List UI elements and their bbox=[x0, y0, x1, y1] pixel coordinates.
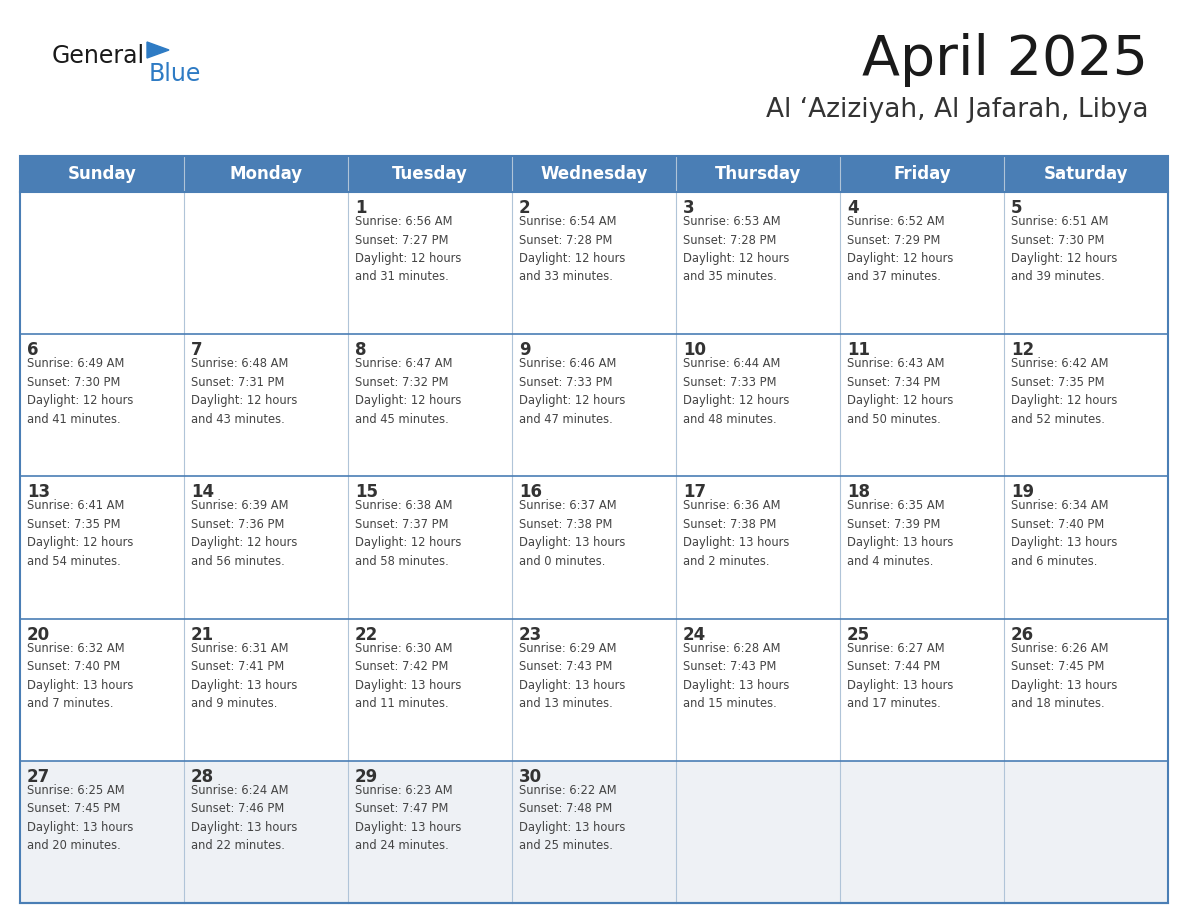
Text: Sunrise: 6:32 AM
Sunset: 7:40 PM
Daylight: 13 hours
and 7 minutes.: Sunrise: 6:32 AM Sunset: 7:40 PM Dayligh… bbox=[27, 642, 133, 711]
Text: 11: 11 bbox=[847, 341, 870, 359]
Text: Sunrise: 6:52 AM
Sunset: 7:29 PM
Daylight: 12 hours
and 37 minutes.: Sunrise: 6:52 AM Sunset: 7:29 PM Dayligh… bbox=[847, 215, 954, 284]
Text: April 2025: April 2025 bbox=[862, 33, 1148, 87]
Text: 8: 8 bbox=[355, 341, 367, 359]
Text: 22: 22 bbox=[355, 625, 378, 644]
Text: 1: 1 bbox=[355, 199, 367, 217]
Text: Tuesday: Tuesday bbox=[392, 165, 468, 183]
Bar bbox=[20, 334, 1168, 476]
Text: Sunrise: 6:43 AM
Sunset: 7:34 PM
Daylight: 12 hours
and 50 minutes.: Sunrise: 6:43 AM Sunset: 7:34 PM Dayligh… bbox=[847, 357, 954, 426]
Bar bbox=[20, 192, 1168, 334]
Text: 24: 24 bbox=[683, 625, 706, 644]
Text: Wednesday: Wednesday bbox=[541, 165, 647, 183]
Text: 2: 2 bbox=[519, 199, 531, 217]
Text: 5: 5 bbox=[1011, 199, 1023, 217]
Text: 23: 23 bbox=[519, 625, 542, 644]
Text: Sunrise: 6:35 AM
Sunset: 7:39 PM
Daylight: 13 hours
and 4 minutes.: Sunrise: 6:35 AM Sunset: 7:39 PM Dayligh… bbox=[847, 499, 954, 568]
Text: Blue: Blue bbox=[148, 62, 202, 86]
Text: 19: 19 bbox=[1011, 484, 1034, 501]
Text: 26: 26 bbox=[1011, 625, 1034, 644]
Bar bbox=[20, 156, 1168, 192]
Text: Al ‘Aziziyah, Al Jafarah, Libya: Al ‘Aziziyah, Al Jafarah, Libya bbox=[765, 97, 1148, 123]
Text: Sunrise: 6:37 AM
Sunset: 7:38 PM
Daylight: 13 hours
and 0 minutes.: Sunrise: 6:37 AM Sunset: 7:38 PM Dayligh… bbox=[519, 499, 625, 568]
Bar bbox=[20, 156, 1168, 903]
Text: 30: 30 bbox=[519, 767, 542, 786]
Text: Sunrise: 6:54 AM
Sunset: 7:28 PM
Daylight: 12 hours
and 33 minutes.: Sunrise: 6:54 AM Sunset: 7:28 PM Dayligh… bbox=[519, 215, 625, 284]
Text: 29: 29 bbox=[355, 767, 378, 786]
Text: Sunrise: 6:48 AM
Sunset: 7:31 PM
Daylight: 12 hours
and 43 minutes.: Sunrise: 6:48 AM Sunset: 7:31 PM Dayligh… bbox=[191, 357, 297, 426]
Text: General: General bbox=[52, 44, 145, 68]
Bar bbox=[20, 761, 1168, 903]
Text: 13: 13 bbox=[27, 484, 50, 501]
Text: Sunrise: 6:42 AM
Sunset: 7:35 PM
Daylight: 12 hours
and 52 minutes.: Sunrise: 6:42 AM Sunset: 7:35 PM Dayligh… bbox=[1011, 357, 1118, 426]
Text: 21: 21 bbox=[191, 625, 214, 644]
Text: 7: 7 bbox=[191, 341, 203, 359]
Text: Monday: Monday bbox=[229, 165, 303, 183]
Bar bbox=[20, 476, 1168, 619]
Text: Sunrise: 6:51 AM
Sunset: 7:30 PM
Daylight: 12 hours
and 39 minutes.: Sunrise: 6:51 AM Sunset: 7:30 PM Dayligh… bbox=[1011, 215, 1118, 284]
Text: Sunrise: 6:31 AM
Sunset: 7:41 PM
Daylight: 13 hours
and 9 minutes.: Sunrise: 6:31 AM Sunset: 7:41 PM Dayligh… bbox=[191, 642, 297, 711]
Text: Sunday: Sunday bbox=[68, 165, 137, 183]
Text: Sunrise: 6:44 AM
Sunset: 7:33 PM
Daylight: 12 hours
and 48 minutes.: Sunrise: 6:44 AM Sunset: 7:33 PM Dayligh… bbox=[683, 357, 789, 426]
Text: Sunrise: 6:53 AM
Sunset: 7:28 PM
Daylight: 12 hours
and 35 minutes.: Sunrise: 6:53 AM Sunset: 7:28 PM Dayligh… bbox=[683, 215, 789, 284]
Text: 20: 20 bbox=[27, 625, 50, 644]
Text: 17: 17 bbox=[683, 484, 706, 501]
Text: Sunrise: 6:39 AM
Sunset: 7:36 PM
Daylight: 12 hours
and 56 minutes.: Sunrise: 6:39 AM Sunset: 7:36 PM Dayligh… bbox=[191, 499, 297, 568]
Text: Sunrise: 6:29 AM
Sunset: 7:43 PM
Daylight: 13 hours
and 13 minutes.: Sunrise: 6:29 AM Sunset: 7:43 PM Dayligh… bbox=[519, 642, 625, 711]
Bar bbox=[20, 619, 1168, 761]
Text: Sunrise: 6:46 AM
Sunset: 7:33 PM
Daylight: 12 hours
and 47 minutes.: Sunrise: 6:46 AM Sunset: 7:33 PM Dayligh… bbox=[519, 357, 625, 426]
Text: 25: 25 bbox=[847, 625, 870, 644]
Text: Sunrise: 6:49 AM
Sunset: 7:30 PM
Daylight: 12 hours
and 41 minutes.: Sunrise: 6:49 AM Sunset: 7:30 PM Dayligh… bbox=[27, 357, 133, 426]
Text: 4: 4 bbox=[847, 199, 859, 217]
Text: Thursday: Thursday bbox=[715, 165, 801, 183]
Text: Sunrise: 6:47 AM
Sunset: 7:32 PM
Daylight: 12 hours
and 45 minutes.: Sunrise: 6:47 AM Sunset: 7:32 PM Dayligh… bbox=[355, 357, 461, 426]
Text: Sunrise: 6:56 AM
Sunset: 7:27 PM
Daylight: 12 hours
and 31 minutes.: Sunrise: 6:56 AM Sunset: 7:27 PM Dayligh… bbox=[355, 215, 461, 284]
Text: 10: 10 bbox=[683, 341, 706, 359]
Text: Sunrise: 6:28 AM
Sunset: 7:43 PM
Daylight: 13 hours
and 15 minutes.: Sunrise: 6:28 AM Sunset: 7:43 PM Dayligh… bbox=[683, 642, 789, 711]
Text: Friday: Friday bbox=[893, 165, 950, 183]
Text: Sunrise: 6:41 AM
Sunset: 7:35 PM
Daylight: 12 hours
and 54 minutes.: Sunrise: 6:41 AM Sunset: 7:35 PM Dayligh… bbox=[27, 499, 133, 568]
Text: 3: 3 bbox=[683, 199, 695, 217]
Text: 14: 14 bbox=[191, 484, 214, 501]
Text: Sunrise: 6:36 AM
Sunset: 7:38 PM
Daylight: 13 hours
and 2 minutes.: Sunrise: 6:36 AM Sunset: 7:38 PM Dayligh… bbox=[683, 499, 789, 568]
Text: 28: 28 bbox=[191, 767, 214, 786]
Text: 12: 12 bbox=[1011, 341, 1034, 359]
Text: Sunrise: 6:38 AM
Sunset: 7:37 PM
Daylight: 12 hours
and 58 minutes.: Sunrise: 6:38 AM Sunset: 7:37 PM Dayligh… bbox=[355, 499, 461, 568]
Text: 16: 16 bbox=[519, 484, 542, 501]
Text: 18: 18 bbox=[847, 484, 870, 501]
Text: 15: 15 bbox=[355, 484, 378, 501]
Text: Sunrise: 6:23 AM
Sunset: 7:47 PM
Daylight: 13 hours
and 24 minutes.: Sunrise: 6:23 AM Sunset: 7:47 PM Dayligh… bbox=[355, 784, 461, 852]
Text: 9: 9 bbox=[519, 341, 531, 359]
Polygon shape bbox=[147, 42, 169, 58]
Text: Sunrise: 6:34 AM
Sunset: 7:40 PM
Daylight: 13 hours
and 6 minutes.: Sunrise: 6:34 AM Sunset: 7:40 PM Dayligh… bbox=[1011, 499, 1118, 568]
Text: Saturday: Saturday bbox=[1044, 165, 1129, 183]
Text: Sunrise: 6:22 AM
Sunset: 7:48 PM
Daylight: 13 hours
and 25 minutes.: Sunrise: 6:22 AM Sunset: 7:48 PM Dayligh… bbox=[519, 784, 625, 852]
Text: Sunrise: 6:26 AM
Sunset: 7:45 PM
Daylight: 13 hours
and 18 minutes.: Sunrise: 6:26 AM Sunset: 7:45 PM Dayligh… bbox=[1011, 642, 1118, 711]
Text: Sunrise: 6:30 AM
Sunset: 7:42 PM
Daylight: 13 hours
and 11 minutes.: Sunrise: 6:30 AM Sunset: 7:42 PM Dayligh… bbox=[355, 642, 461, 711]
Text: 6: 6 bbox=[27, 341, 38, 359]
Text: 27: 27 bbox=[27, 767, 50, 786]
Text: Sunrise: 6:25 AM
Sunset: 7:45 PM
Daylight: 13 hours
and 20 minutes.: Sunrise: 6:25 AM Sunset: 7:45 PM Dayligh… bbox=[27, 784, 133, 852]
Text: Sunrise: 6:27 AM
Sunset: 7:44 PM
Daylight: 13 hours
and 17 minutes.: Sunrise: 6:27 AM Sunset: 7:44 PM Dayligh… bbox=[847, 642, 954, 711]
Text: Sunrise: 6:24 AM
Sunset: 7:46 PM
Daylight: 13 hours
and 22 minutes.: Sunrise: 6:24 AM Sunset: 7:46 PM Dayligh… bbox=[191, 784, 297, 852]
